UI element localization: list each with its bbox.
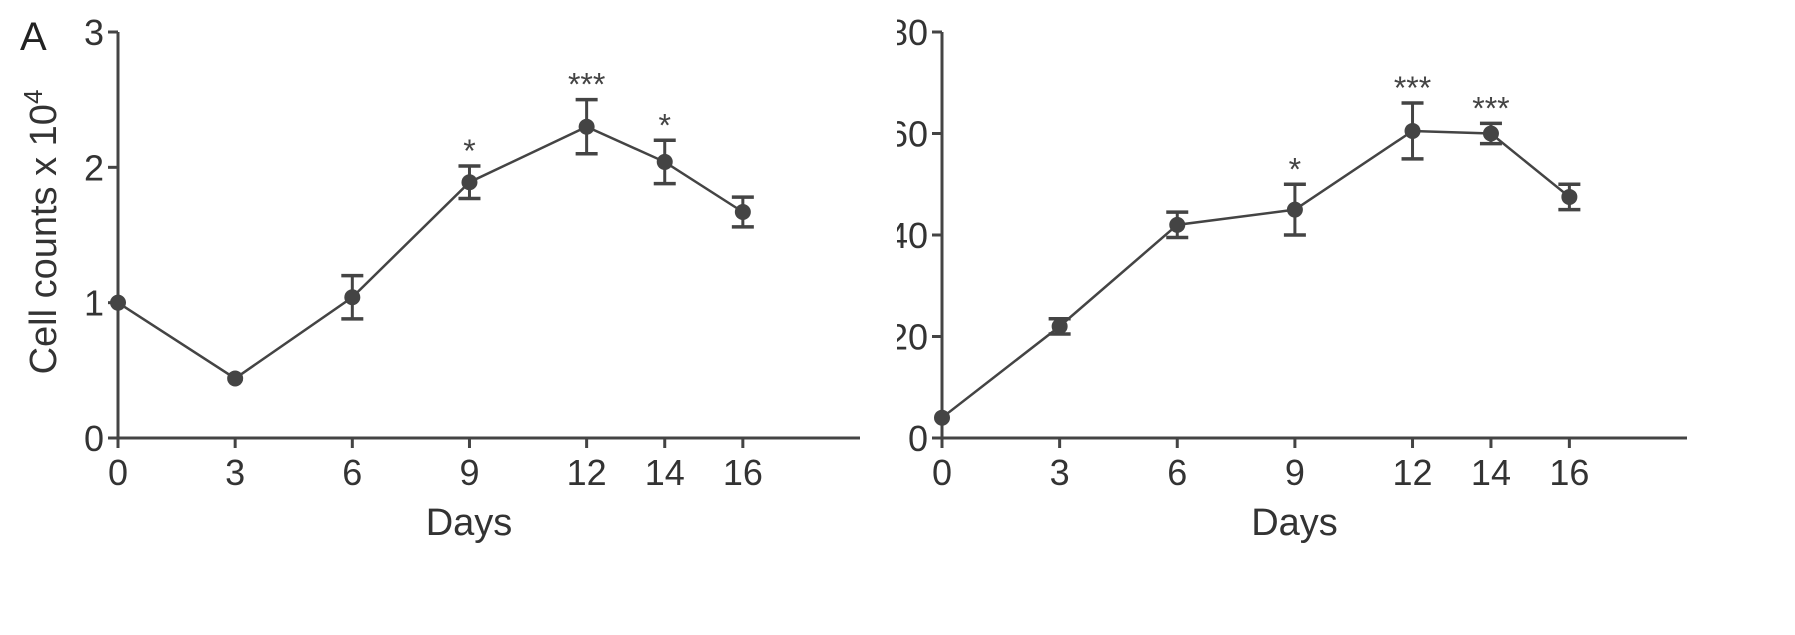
series-line (117, 125, 744, 380)
data-point (1482, 125, 1499, 142)
chart-panel-b: 0204060800369121416Daysγδ TCR (%)B******… (897, 0, 1795, 635)
data-point (1286, 201, 1303, 218)
y-axis-label-superscript: 4 (18, 90, 48, 104)
y-tick-label: 3 (84, 12, 104, 53)
data-point (344, 289, 361, 306)
data-point (934, 409, 950, 426)
data-point (578, 118, 595, 135)
gd-tcr-chart: 0204060800369121416Daysγδ TCR (%)B******… (897, 12, 1687, 544)
data-point (734, 203, 751, 220)
x-tick-label: 3 (225, 452, 245, 493)
x-tick-label: 12 (567, 452, 607, 493)
data-point (461, 174, 478, 191)
y-tick-label: 20 (897, 317, 928, 358)
data-point (227, 370, 244, 387)
significance-marker: * (1289, 151, 1301, 187)
series-line (941, 129, 1571, 419)
y-tick-label: 40 (897, 215, 928, 256)
x-tick-label: 6 (1167, 452, 1187, 493)
x-tick-label: 0 (108, 452, 128, 493)
x-tick-label: 9 (459, 452, 479, 493)
significance-marker: *** (1472, 90, 1509, 126)
significance-marker: *** (568, 67, 605, 103)
y-tick-label: 2 (84, 147, 104, 188)
significance-marker: * (463, 133, 475, 169)
x-axis-label: Days (426, 502, 513, 544)
data-point (1169, 216, 1186, 233)
data-point (110, 294, 126, 311)
data-point (656, 153, 673, 170)
y-tick-label: 0 (84, 418, 104, 459)
x-axis-label: Days (1251, 502, 1338, 544)
x-tick-label: 9 (1285, 452, 1305, 493)
chart-panel-a: 0 1 2 3 0 3 6 9 12 14 16 Days Cell counts x 104 A * ***… (0, 0, 897, 635)
y-tick-label: 1 (84, 283, 104, 324)
x-tick-label: 3 (1050, 452, 1070, 493)
y-axis-label-text: Cell counts x 10 (23, 104, 65, 374)
significance-marker: * (659, 107, 671, 143)
x-tick-label: 16 (1549, 452, 1589, 493)
x-tick-label: 14 (1471, 452, 1511, 493)
x-tick-label: 16 (723, 452, 763, 493)
x-tick-label: 12 (1393, 452, 1433, 493)
x-tick-label: 6 (342, 452, 362, 493)
data-point (1051, 318, 1068, 335)
y-tick-label: 0 (908, 418, 928, 459)
x-tick-label: 0 (932, 452, 952, 493)
significance-marker: *** (1394, 70, 1431, 106)
y-tick-label: 60 (897, 114, 928, 155)
data-point (1561, 188, 1578, 205)
y-axis-label: Cell counts x 104 (18, 90, 65, 375)
y-tick-label: 80 (897, 12, 928, 53)
panel-label: A (20, 15, 47, 59)
x-tick-label: 14 (645, 452, 685, 493)
data-point (1404, 122, 1421, 139)
